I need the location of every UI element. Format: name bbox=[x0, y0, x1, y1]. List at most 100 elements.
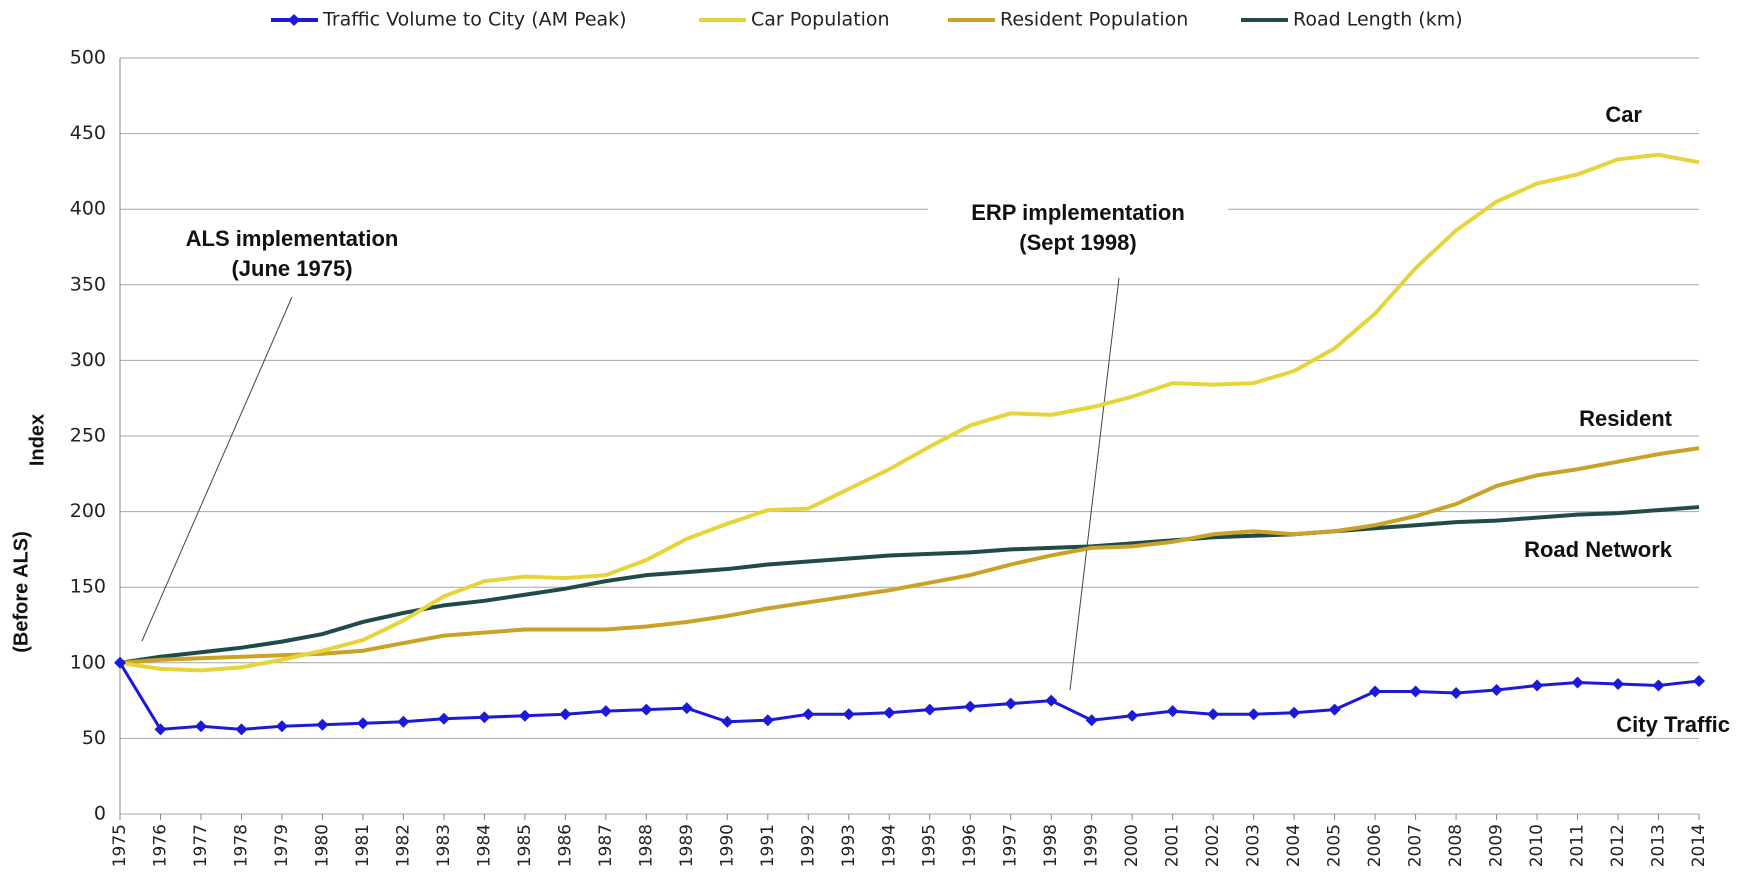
data-point bbox=[559, 708, 572, 721]
legend-label: Traffic Volume to City (AM Peak) bbox=[322, 9, 627, 31]
data-point bbox=[1166, 705, 1179, 718]
x-tick-label: 2010 bbox=[1527, 824, 1547, 867]
data-point bbox=[1004, 697, 1017, 710]
data-point bbox=[1652, 679, 1665, 692]
x-tick-label: 1976 bbox=[150, 824, 170, 867]
x-tick-label: 1975 bbox=[110, 824, 130, 867]
data-point bbox=[1288, 706, 1301, 719]
x-tick-label: 2013 bbox=[1649, 824, 1669, 867]
x-tick-label: 1989 bbox=[677, 824, 697, 867]
line-label: Road Network bbox=[1524, 537, 1673, 562]
x-tick-label: 1998 bbox=[1041, 824, 1061, 867]
x-tick-label: 1984 bbox=[474, 824, 494, 867]
y-tick-label: 250 bbox=[70, 425, 106, 447]
data-point bbox=[1207, 708, 1220, 721]
x-tick-label: 2009 bbox=[1487, 824, 1507, 867]
x-tick-label: 2004 bbox=[1284, 824, 1304, 867]
x-tick-label: 2007 bbox=[1406, 824, 1426, 867]
x-tick-label: 1993 bbox=[839, 824, 859, 867]
annotation: (June 1975) bbox=[231, 256, 352, 281]
data-point bbox=[721, 715, 734, 728]
x-tick-label: 2000 bbox=[1122, 824, 1142, 867]
y-tick-label: 200 bbox=[70, 500, 106, 522]
x-tick-label: 1987 bbox=[596, 824, 616, 867]
data-point bbox=[1126, 709, 1139, 722]
x-tick-label: 2006 bbox=[1365, 824, 1385, 867]
data-point bbox=[275, 720, 288, 733]
x-tick-label: 1992 bbox=[798, 824, 818, 867]
data-point bbox=[154, 723, 167, 736]
y-axis-label: Index bbox=[26, 414, 48, 466]
data-point bbox=[478, 711, 491, 724]
x-tick-label: 1986 bbox=[555, 824, 575, 867]
data-point bbox=[599, 705, 612, 718]
x-tick-label: 1982 bbox=[393, 824, 413, 867]
x-tick-label: 2002 bbox=[1203, 824, 1223, 867]
x-tick-label: 1988 bbox=[636, 824, 656, 867]
data-point bbox=[761, 714, 774, 727]
y-tick-label: 300 bbox=[70, 349, 106, 371]
x-tick-label: 2005 bbox=[1325, 824, 1345, 867]
x-tick-label: 1995 bbox=[920, 824, 940, 867]
x-tick-label: 1991 bbox=[758, 824, 778, 867]
x-tick-label: 1983 bbox=[434, 824, 454, 867]
x-tick-label: 1997 bbox=[1001, 824, 1021, 867]
data-point bbox=[883, 706, 896, 719]
x-tick-label: 2012 bbox=[1608, 824, 1628, 867]
data-point bbox=[1693, 674, 1705, 687]
x-tick-label: 2003 bbox=[1244, 824, 1264, 867]
x-tick-label: 1985 bbox=[515, 824, 535, 867]
data-point bbox=[437, 712, 450, 725]
data-point bbox=[1612, 677, 1625, 690]
x-tick-label: 1981 bbox=[353, 824, 373, 867]
data-point bbox=[397, 715, 410, 728]
legend-label: Road Length (km) bbox=[1293, 9, 1463, 31]
data-point bbox=[194, 720, 207, 733]
data-point bbox=[1369, 685, 1382, 698]
data-point bbox=[640, 703, 653, 716]
data-point bbox=[842, 708, 855, 721]
x-tick-label: 2008 bbox=[1446, 824, 1466, 867]
data-point bbox=[1085, 714, 1098, 727]
line-label: Resident bbox=[1579, 406, 1673, 431]
series-line bbox=[119, 152, 1700, 673]
y-tick-label: 450 bbox=[70, 122, 106, 144]
data-point bbox=[114, 656, 126, 669]
data-point bbox=[518, 709, 531, 722]
data-point bbox=[1247, 708, 1260, 721]
x-tick-label: 1994 bbox=[879, 824, 899, 867]
annotation: ERP implementation bbox=[971, 200, 1185, 225]
y-tick-label: 50 bbox=[82, 727, 106, 749]
x-tick-label: 1978 bbox=[231, 824, 251, 867]
x-tick-label: 2014 bbox=[1689, 824, 1709, 867]
data-point bbox=[680, 702, 693, 715]
x-tick-label: 1979 bbox=[272, 824, 292, 867]
data-point bbox=[1450, 687, 1463, 700]
data-point bbox=[235, 723, 248, 736]
x-tick-label: 1977 bbox=[191, 824, 211, 867]
data-point bbox=[1571, 676, 1584, 689]
y-tick-label: 0 bbox=[94, 803, 106, 825]
x-tick-label: 1980 bbox=[312, 824, 332, 867]
data-point bbox=[923, 703, 936, 716]
annotation-bg bbox=[142, 218, 442, 284]
legend-label: Car Population bbox=[751, 9, 890, 31]
x-tick-label: 2001 bbox=[1163, 824, 1183, 867]
data-point bbox=[1490, 684, 1503, 697]
x-tick-label: 1996 bbox=[960, 824, 980, 867]
data-point bbox=[316, 718, 329, 731]
data-point bbox=[356, 717, 369, 730]
y-tick-label: 400 bbox=[70, 198, 106, 220]
data-point bbox=[1045, 694, 1058, 707]
series-line bbox=[119, 505, 1700, 665]
y-axis-label: (Before ALS) bbox=[10, 531, 32, 652]
x-tick-label: 2011 bbox=[1568, 824, 1588, 867]
annotation-bg bbox=[928, 192, 1228, 258]
y-tick-label: 100 bbox=[70, 651, 106, 673]
annotation-leader bbox=[141, 296, 293, 642]
legend-marker bbox=[288, 14, 300, 26]
y-tick-label: 500 bbox=[70, 47, 106, 69]
data-point bbox=[1328, 703, 1341, 716]
annotation: (Sept 1998) bbox=[1019, 230, 1136, 255]
